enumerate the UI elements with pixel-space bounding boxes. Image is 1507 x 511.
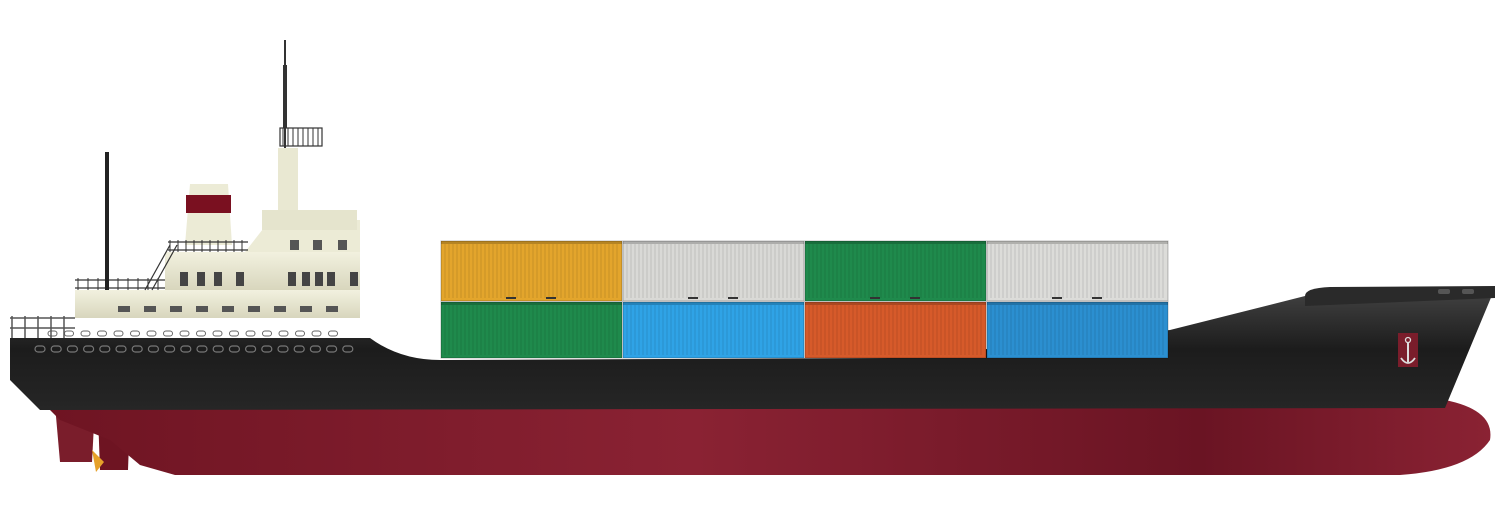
cargo-containers bbox=[440, 240, 1169, 359]
container-1 bbox=[440, 240, 623, 302]
hawse-pipe bbox=[1462, 289, 1474, 294]
hull-lower bbox=[40, 400, 1491, 475]
container-2 bbox=[622, 240, 805, 302]
superstructure bbox=[75, 148, 360, 318]
hull-upper bbox=[10, 288, 1495, 410]
container-3 bbox=[804, 240, 987, 302]
hawse-pipe bbox=[1438, 289, 1450, 294]
container-6 bbox=[622, 301, 805, 359]
rail-posts bbox=[77, 128, 319, 290]
bridge-railing bbox=[75, 127, 323, 291]
container-4 bbox=[986, 240, 1169, 302]
propeller bbox=[92, 450, 104, 472]
aft-railing bbox=[10, 316, 75, 338]
superstructure-windows bbox=[118, 240, 358, 312]
container-5 bbox=[440, 301, 623, 359]
container-8 bbox=[986, 301, 1169, 359]
container-7 bbox=[804, 301, 987, 359]
anchor-icon bbox=[1398, 333, 1418, 367]
funnel-band bbox=[186, 195, 231, 213]
hull-portholes bbox=[34, 330, 354, 353]
